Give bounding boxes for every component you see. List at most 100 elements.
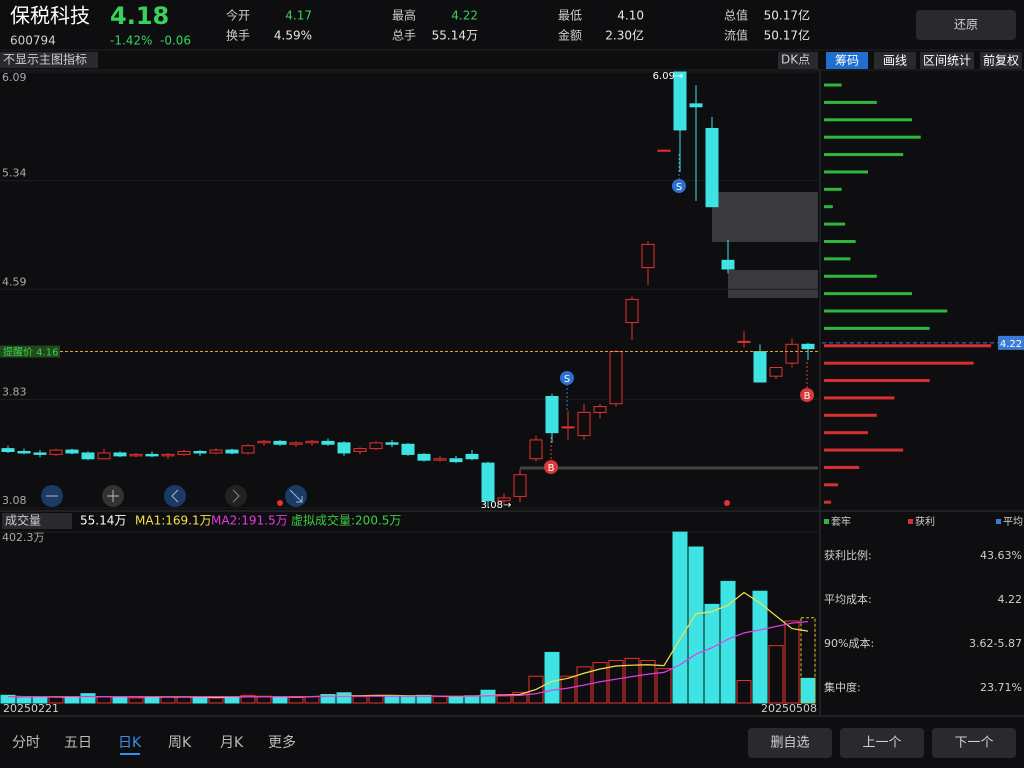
tool-tab[interactable] bbox=[980, 52, 1022, 69]
chip-bar bbox=[824, 361, 974, 365]
indicator-select[interactable] bbox=[0, 52, 98, 68]
stat-label: 90%成本: bbox=[824, 636, 874, 650]
volume-bar bbox=[688, 546, 704, 704]
stat-value: 2.30亿 bbox=[605, 28, 644, 43]
chip-bar bbox=[824, 344, 992, 348]
trade-marker bbox=[800, 388, 814, 402]
volume-bar bbox=[656, 668, 672, 704]
candle-body bbox=[273, 440, 287, 445]
candle-body bbox=[145, 453, 159, 457]
dk-label: DK点 bbox=[781, 53, 810, 67]
volume-bar bbox=[640, 659, 656, 704]
candle-body bbox=[369, 442, 383, 450]
stat-label: 流值 bbox=[724, 28, 748, 43]
candle-body bbox=[1, 448, 15, 453]
candle-body bbox=[33, 452, 47, 455]
trade-marker-label: S bbox=[564, 374, 570, 385]
chip-bar bbox=[824, 257, 851, 261]
stat-value: 3.62-5.87 bbox=[969, 637, 1022, 650]
virtual-label: 虚拟成交量:200.5万 bbox=[291, 513, 401, 528]
volume-bar bbox=[496, 693, 512, 704]
volume-select[interactable] bbox=[2, 513, 72, 529]
candle-body bbox=[81, 452, 95, 460]
average-value: 4.22 bbox=[1000, 339, 1022, 350]
candle-body bbox=[17, 451, 31, 454]
period-tab[interactable]: 日K bbox=[118, 735, 142, 751]
candle-body bbox=[209, 449, 223, 454]
legend-label: 套牢 bbox=[831, 515, 851, 528]
volume-bar bbox=[672, 531, 688, 704]
icon bbox=[289, 489, 303, 503]
trade-marker-label: S bbox=[676, 182, 682, 193]
tool-tab[interactable] bbox=[920, 52, 974, 69]
tool-tab[interactable] bbox=[874, 52, 916, 69]
event-dot bbox=[277, 500, 283, 506]
chip-bar bbox=[824, 205, 833, 209]
candle-body bbox=[401, 443, 415, 455]
chip-bar bbox=[824, 170, 868, 174]
candle-body bbox=[721, 259, 735, 270]
candle-body bbox=[417, 453, 431, 461]
volume-current: 55.14万 bbox=[80, 514, 126, 528]
chip-bar bbox=[824, 379, 930, 383]
y-tick-label: 4.59 bbox=[2, 275, 27, 288]
nav-buttons bbox=[41, 485, 307, 507]
scroll-right[interactable] bbox=[225, 485, 247, 507]
scroll-left[interactable] bbox=[164, 485, 186, 507]
candle-body bbox=[689, 103, 703, 108]
stat-label: 最高 bbox=[392, 8, 416, 23]
candle-body bbox=[753, 351, 767, 383]
action-label: 上一个 bbox=[862, 736, 901, 751]
tool-tab[interactable] bbox=[826, 52, 868, 69]
volume-bar bbox=[480, 689, 496, 704]
stat-value: 4.59% bbox=[274, 29, 312, 43]
period-tab[interactable]: 月K bbox=[220, 735, 244, 751]
volume-bar bbox=[608, 659, 624, 704]
price-annotation: 6.09→ bbox=[653, 71, 684, 82]
action-label: 下一个 bbox=[954, 736, 993, 751]
restore-label: 还原 bbox=[954, 18, 978, 32]
period-tab[interactable]: 分时 bbox=[12, 735, 40, 751]
volume-bar bbox=[0, 694, 16, 704]
chip-bar bbox=[824, 500, 832, 504]
volume-bar bbox=[112, 696, 128, 704]
stat-label: 今开 bbox=[226, 8, 250, 23]
candle-body bbox=[433, 458, 447, 461]
candle-body bbox=[113, 452, 127, 457]
dk-button[interactable] bbox=[778, 52, 818, 69]
candle-body bbox=[641, 243, 655, 269]
volume-bar bbox=[736, 679, 752, 704]
period-tab[interactable]: 更多 bbox=[268, 734, 296, 751]
period-tab[interactable]: 周K bbox=[168, 735, 192, 751]
icon bbox=[171, 489, 179, 503]
stat-value: 23.71% bbox=[980, 681, 1022, 694]
chip-bar bbox=[824, 292, 912, 296]
candle-body bbox=[305, 440, 319, 444]
volume-bar bbox=[192, 696, 208, 704]
chip-bar bbox=[824, 118, 912, 122]
volume-title: 成交量 bbox=[5, 513, 41, 528]
change: -0.06 bbox=[160, 34, 191, 48]
alert-tag bbox=[0, 345, 60, 358]
candle-body bbox=[97, 452, 111, 460]
volume-bar bbox=[576, 666, 592, 704]
tool-tab-label: 区间统计 bbox=[923, 54, 971, 68]
restore-button[interactable] bbox=[916, 10, 1016, 40]
action-button[interactable] bbox=[932, 728, 1016, 758]
legend-swatch bbox=[824, 519, 829, 524]
chip-bar bbox=[824, 326, 930, 330]
stat-label: 总手 bbox=[392, 29, 416, 43]
candle-body bbox=[785, 343, 799, 364]
volume-bar bbox=[64, 696, 80, 704]
y-tick-label: 6.09 bbox=[2, 71, 27, 84]
action-button[interactable] bbox=[840, 728, 924, 758]
action-button[interactable] bbox=[748, 728, 832, 758]
stat-value: 4.10 bbox=[617, 9, 644, 23]
stock-name: 保税科技 bbox=[10, 4, 90, 28]
trade-marker bbox=[672, 179, 686, 193]
period-tab[interactable]: 五日 bbox=[64, 735, 92, 751]
stat-label: 金额 bbox=[558, 28, 582, 43]
stat-value: 4.22 bbox=[998, 593, 1023, 606]
tool-tab-label: 画线 bbox=[883, 54, 907, 68]
